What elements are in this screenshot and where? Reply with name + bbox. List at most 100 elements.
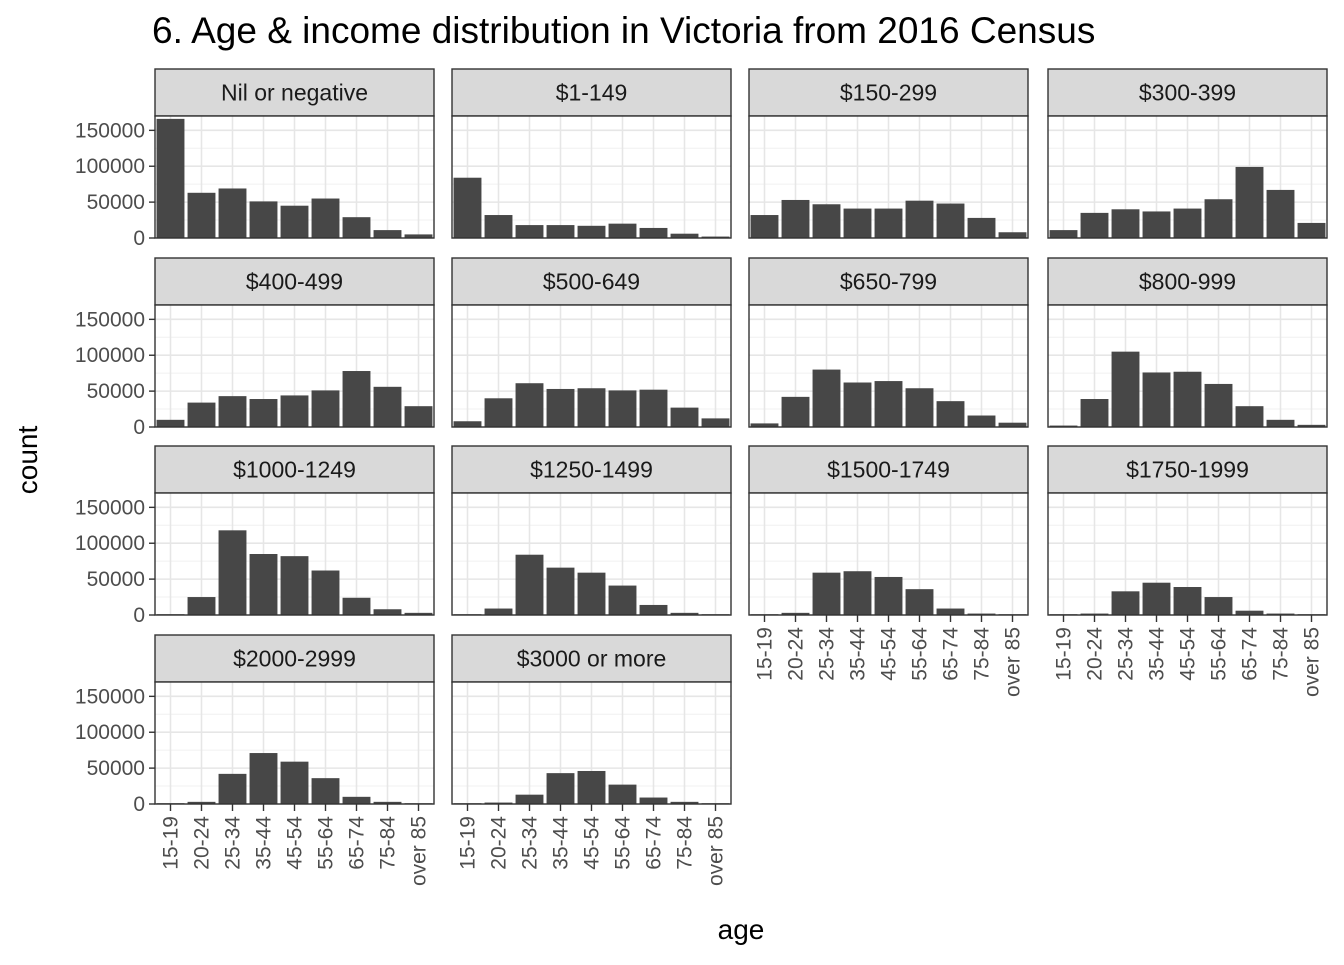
- bar: [373, 386, 402, 427]
- x-tick-label: 35-44: [253, 816, 276, 870]
- bar: [639, 389, 668, 427]
- y-tick-label: 0: [133, 604, 145, 627]
- bar: [781, 199, 810, 238]
- bar: [404, 612, 433, 615]
- bar: [515, 383, 544, 427]
- bar: [249, 554, 278, 615]
- bar: [1080, 613, 1109, 615]
- bar: [1204, 383, 1233, 427]
- x-tick-label: 65-74: [1239, 627, 1262, 681]
- bar: [1297, 222, 1326, 238]
- bar: [967, 415, 996, 427]
- bar: [404, 234, 433, 238]
- facet-strip-label: $400-499: [246, 269, 343, 295]
- bar: [249, 753, 278, 804]
- x-tick-label: over 85: [1301, 627, 1324, 697]
- x-tick-label: 15-19: [1053, 627, 1076, 681]
- facet-panel: $500-649: [451, 257, 732, 428]
- bar: [342, 796, 371, 804]
- x-axis-title: age: [718, 914, 765, 945]
- facet-strip-label: $1000-1249: [233, 457, 356, 483]
- bar: [608, 390, 637, 427]
- bar: [1204, 199, 1233, 238]
- x-tick-label: 20-24: [785, 627, 808, 681]
- bar: [701, 236, 730, 238]
- facet-panel: $400-499 0 50000 100000 150000: [75, 257, 435, 439]
- x-tick-label: 45-54: [284, 816, 307, 870]
- bar: [608, 585, 637, 615]
- x-tick-label: 75-84: [1270, 627, 1293, 681]
- bar: [546, 388, 575, 427]
- x-tick-label: 25-34: [519, 816, 542, 870]
- bar: [874, 208, 903, 238]
- bar: [515, 554, 544, 615]
- bar: [1266, 613, 1295, 615]
- x-tick-label: over 85: [705, 816, 728, 886]
- bar: [484, 608, 513, 615]
- bar: [1111, 591, 1140, 615]
- x-tick-label: 35-44: [847, 627, 870, 681]
- facet-strip-label: $800-999: [1139, 269, 1236, 295]
- facet-strip-label: $1250-1499: [530, 457, 653, 483]
- bar: [218, 773, 247, 804]
- bar: [1142, 582, 1171, 615]
- bar: [1204, 597, 1233, 615]
- facet-panel: Nil or negative 0 50000 100000 150000: [75, 68, 435, 250]
- bar: [905, 589, 934, 615]
- bar: [874, 381, 903, 427]
- y-tick-label: 50000: [87, 568, 145, 591]
- bar: [1173, 371, 1202, 427]
- y-tick-label: 100000: [75, 721, 145, 744]
- panel-border: [1047, 304, 1328, 428]
- bar: [843, 571, 872, 615]
- bar: [311, 778, 340, 804]
- bar: [577, 572, 606, 615]
- panel-border: [451, 492, 732, 616]
- facet-strip-label: $1500-1749: [827, 457, 950, 483]
- x-tick-label: 15-19: [457, 816, 480, 870]
- bar: [218, 188, 247, 238]
- bar: [187, 192, 216, 238]
- bar: [218, 530, 247, 615]
- panel-border: [748, 304, 1029, 428]
- bar: [781, 396, 810, 427]
- bar: [373, 609, 402, 615]
- bar: [1235, 406, 1264, 427]
- bar: [1142, 372, 1171, 427]
- x-tick-label: 75-84: [377, 816, 400, 870]
- x-tick-label: 75-84: [674, 816, 697, 870]
- bar: [187, 801, 216, 804]
- bar: [342, 597, 371, 615]
- facet-strip: [748, 257, 1029, 306]
- bar: [373, 801, 402, 804]
- bar: [812, 572, 841, 615]
- facet-panel: $300-399: [1047, 68, 1328, 239]
- bar: [453, 177, 482, 238]
- x-tick-label: 15-19: [754, 627, 777, 681]
- y-tick-label: 100000: [75, 532, 145, 555]
- bar: [249, 399, 278, 427]
- bar: [843, 208, 872, 238]
- x-tick-label: 45-54: [1177, 627, 1200, 681]
- y-tick-label: 150000: [75, 308, 145, 331]
- y-tick-label: 50000: [87, 191, 145, 214]
- y-tick-label: 50000: [87, 757, 145, 780]
- x-tick-label: 20-24: [488, 816, 511, 870]
- x-tick-label: 65-74: [643, 816, 666, 870]
- facet-panels: Nil or negative 0 50000 100000 150000 $1-149 $…: [75, 68, 1328, 886]
- bar: [577, 770, 606, 804]
- bar: [1080, 399, 1109, 427]
- bar: [1266, 419, 1295, 427]
- panel-border: [154, 115, 435, 239]
- bar: [1173, 587, 1202, 615]
- bar: [515, 794, 544, 804]
- bar: [1235, 610, 1264, 615]
- bar: [546, 773, 575, 804]
- bar: [1142, 211, 1171, 238]
- x-tick-label: 35-44: [550, 816, 573, 870]
- chart-title: 6. Age & income distribution in Victoria…: [152, 10, 1095, 51]
- facet-strip-label: $650-799: [840, 269, 937, 295]
- bar: [639, 604, 668, 615]
